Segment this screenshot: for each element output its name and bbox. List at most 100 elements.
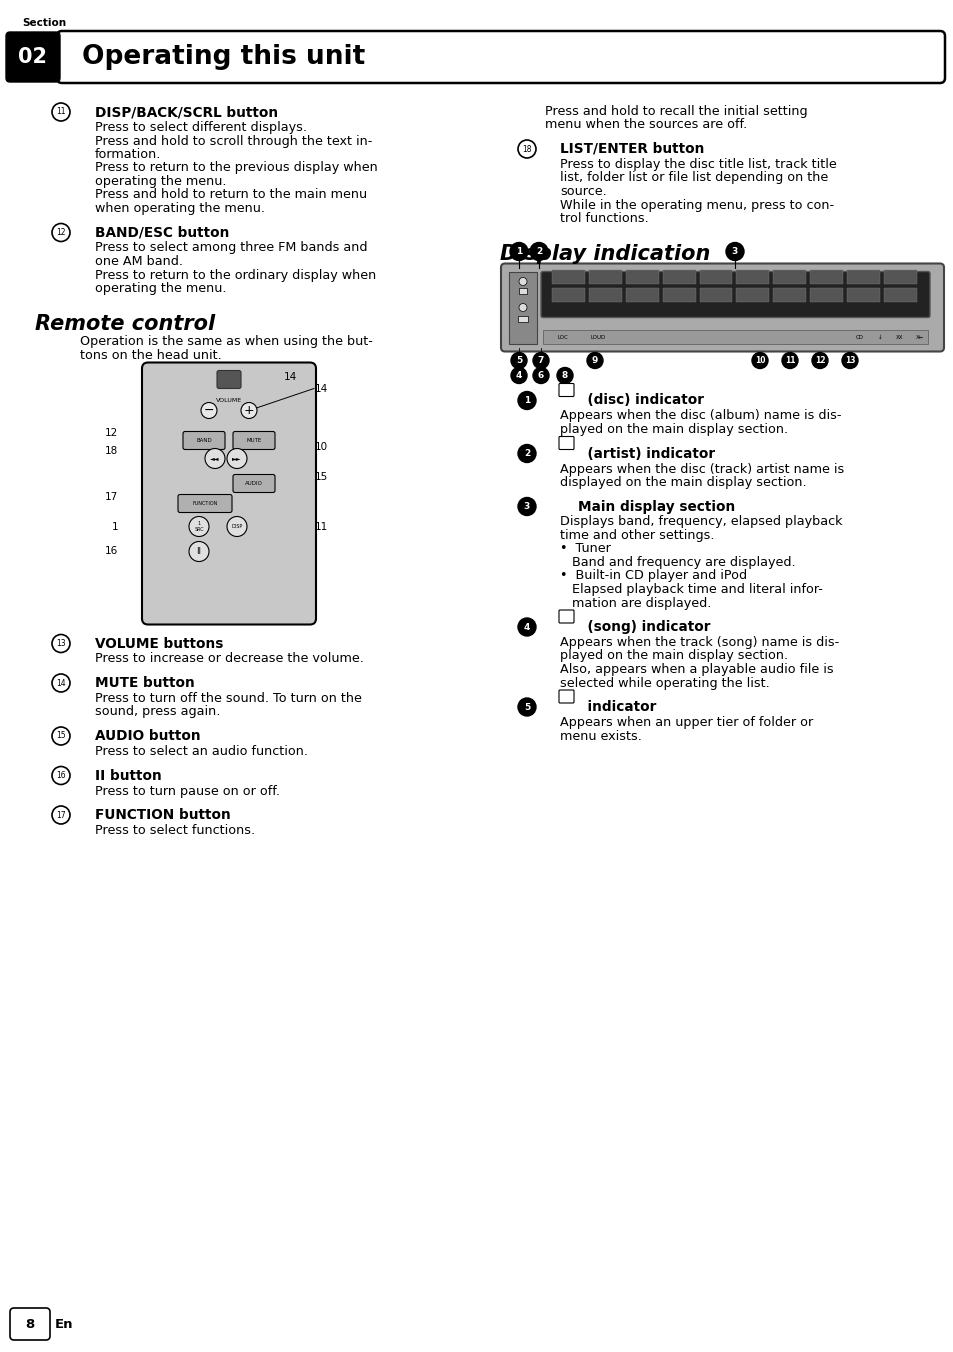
- Text: 11: 11: [56, 108, 66, 116]
- Circle shape: [751, 353, 767, 369]
- Bar: [809, 288, 842, 301]
- Text: 3: 3: [523, 502, 530, 511]
- Text: 5: 5: [516, 356, 521, 365]
- Text: 6: 6: [537, 370, 543, 380]
- Text: when operating the menu.: when operating the menu.: [95, 201, 265, 215]
- Text: played on the main display section.: played on the main display section.: [559, 423, 787, 435]
- Circle shape: [241, 403, 256, 419]
- Bar: [588, 288, 621, 301]
- Text: displayed on the main display section.: displayed on the main display section.: [559, 476, 806, 489]
- Text: Display indication: Display indication: [499, 243, 710, 264]
- Bar: [625, 269, 658, 284]
- Text: 8: 8: [26, 1317, 34, 1330]
- Circle shape: [511, 368, 526, 384]
- Text: 8: 8: [561, 370, 568, 380]
- Circle shape: [201, 403, 216, 419]
- Circle shape: [511, 353, 526, 369]
- Text: 11: 11: [314, 522, 328, 531]
- Circle shape: [533, 368, 548, 384]
- Text: 5: 5: [523, 703, 530, 711]
- Text: 1: 1: [516, 247, 521, 256]
- Text: 2: 2: [536, 247, 541, 256]
- Text: list, folder list or file list depending on the: list, folder list or file list depending…: [559, 172, 827, 184]
- Bar: [699, 269, 732, 284]
- Text: operating the menu.: operating the menu.: [95, 283, 226, 295]
- Text: Section: Section: [22, 18, 66, 28]
- Text: menu exists.: menu exists.: [559, 730, 641, 742]
- Text: Elapsed playback time and literal infor-: Elapsed playback time and literal infor-: [559, 583, 822, 596]
- Text: 1: 1: [112, 522, 118, 531]
- Text: 13: 13: [843, 356, 854, 365]
- Text: Press to turn pause on or off.: Press to turn pause on or off.: [95, 784, 280, 798]
- Text: Press to select an audio function.: Press to select an audio function.: [95, 745, 308, 758]
- Text: (artist) indicator: (artist) indicator: [578, 446, 715, 461]
- Text: 18: 18: [521, 145, 531, 154]
- Bar: [588, 269, 621, 284]
- Circle shape: [725, 242, 743, 261]
- FancyBboxPatch shape: [57, 31, 944, 82]
- Text: II: II: [196, 548, 201, 556]
- Bar: [509, 272, 537, 343]
- Text: VOLUME buttons: VOLUME buttons: [95, 637, 223, 650]
- FancyBboxPatch shape: [178, 495, 232, 512]
- Circle shape: [781, 353, 797, 369]
- Text: BAND: BAND: [196, 438, 212, 443]
- Text: trol functions.: trol functions.: [559, 212, 648, 224]
- Text: 2: 2: [523, 449, 530, 458]
- Circle shape: [533, 353, 548, 369]
- Text: •  Built-in CD player and iPod: • Built-in CD player and iPod: [559, 569, 746, 583]
- Circle shape: [517, 698, 536, 717]
- Text: 1: 1: [523, 396, 530, 406]
- Text: 12: 12: [56, 228, 66, 237]
- Circle shape: [227, 449, 247, 469]
- Bar: [552, 288, 584, 301]
- FancyBboxPatch shape: [142, 362, 315, 625]
- Text: MUTE button: MUTE button: [95, 676, 194, 690]
- Text: mation are displayed.: mation are displayed.: [559, 596, 711, 610]
- Text: 3: 3: [731, 247, 738, 256]
- Text: Press to return to the ordinary display when: Press to return to the ordinary display …: [95, 269, 375, 281]
- Text: Press to select different displays.: Press to select different displays.: [95, 120, 307, 134]
- Text: Operation is the same as when using the but-: Operation is the same as when using the …: [80, 335, 373, 349]
- Text: 18: 18: [105, 446, 118, 456]
- Text: En: En: [55, 1317, 73, 1330]
- Text: −: −: [204, 404, 214, 416]
- Text: CD: CD: [855, 335, 863, 339]
- FancyBboxPatch shape: [6, 32, 60, 82]
- Circle shape: [530, 242, 547, 261]
- Text: Press and hold to recall the initial setting: Press and hold to recall the initial set…: [544, 105, 807, 118]
- Text: ◄◄: ◄◄: [210, 456, 219, 461]
- FancyBboxPatch shape: [500, 264, 943, 352]
- Text: FUNCTION button: FUNCTION button: [95, 808, 231, 822]
- Text: 9: 9: [591, 356, 598, 365]
- Text: Appears when the track (song) name is dis-: Appears when the track (song) name is di…: [559, 635, 839, 649]
- Text: 10: 10: [754, 356, 764, 365]
- Text: LOUD: LOUD: [590, 335, 605, 339]
- FancyBboxPatch shape: [233, 431, 274, 449]
- Text: menu when the sources are off.: menu when the sources are off.: [544, 119, 746, 131]
- FancyBboxPatch shape: [10, 1307, 50, 1340]
- Text: 12: 12: [105, 429, 118, 438]
- Text: 13: 13: [56, 639, 66, 648]
- Circle shape: [517, 392, 536, 410]
- Bar: [736, 269, 768, 284]
- Text: operating the menu.: operating the menu.: [95, 174, 226, 188]
- Bar: [773, 269, 805, 284]
- Text: MUTE: MUTE: [246, 438, 261, 443]
- Text: •  Tuner: • Tuner: [559, 542, 610, 556]
- Text: Appears when the disc (track) artist name is: Appears when the disc (track) artist nam…: [559, 462, 843, 476]
- Circle shape: [518, 303, 526, 311]
- Text: AUDIO button: AUDIO button: [95, 729, 200, 744]
- Circle shape: [189, 516, 209, 537]
- Text: (song) indicator: (song) indicator: [578, 621, 710, 634]
- Text: 02: 02: [18, 47, 48, 68]
- Text: time and other settings.: time and other settings.: [559, 529, 714, 542]
- Text: Main display section: Main display section: [578, 499, 735, 514]
- Text: 14: 14: [56, 679, 66, 688]
- Bar: [883, 269, 916, 284]
- Text: While in the operating menu, press to con-: While in the operating menu, press to co…: [559, 199, 833, 211]
- Text: 17: 17: [56, 810, 66, 819]
- Text: tons on the head unit.: tons on the head unit.: [80, 349, 221, 362]
- Text: source.: source.: [559, 185, 606, 197]
- Text: 15: 15: [314, 472, 328, 481]
